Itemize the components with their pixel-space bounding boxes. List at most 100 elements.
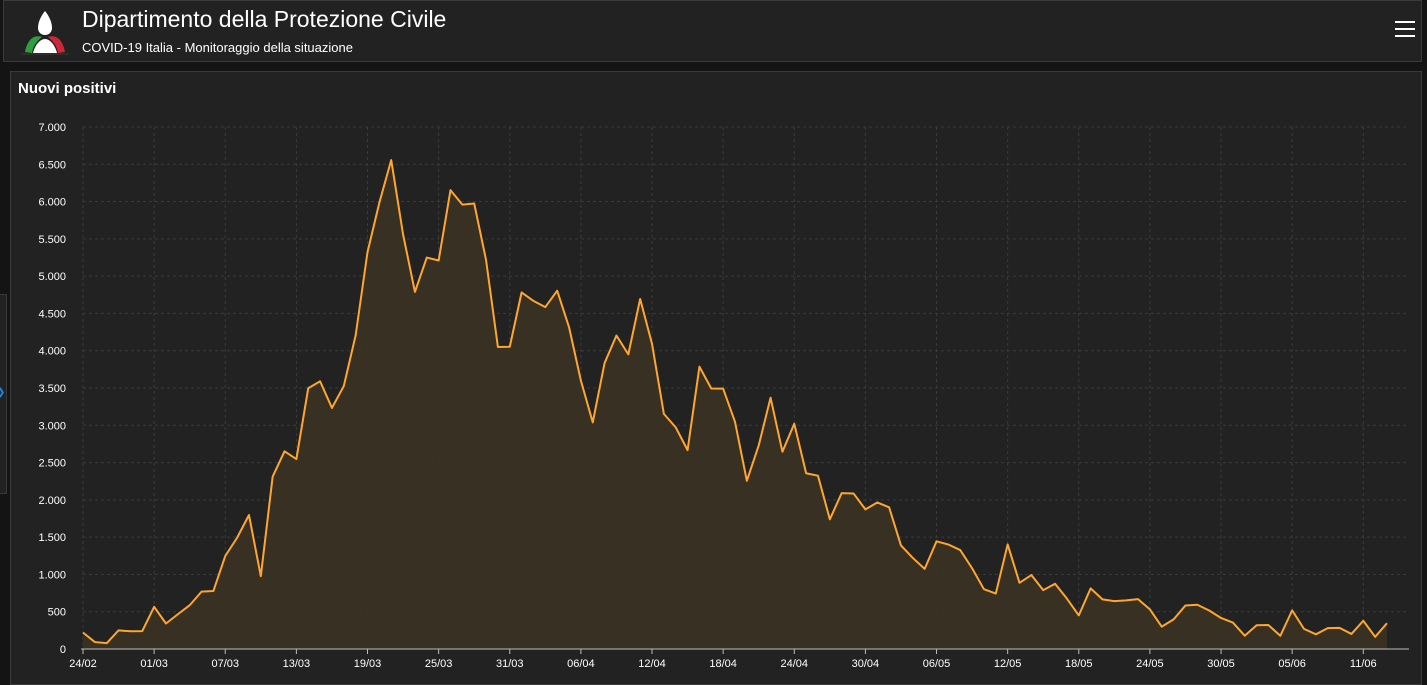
data-point[interactable]	[1325, 626, 1330, 631]
data-point[interactable]	[1029, 573, 1034, 578]
data-point[interactable]	[1136, 597, 1141, 602]
data-point[interactable]	[993, 591, 998, 596]
data-point[interactable]	[887, 505, 892, 510]
data-point[interactable]	[1242, 633, 1247, 638]
data-point[interactable]	[614, 333, 619, 338]
data-point[interactable]	[258, 574, 263, 579]
data-point[interactable]	[1266, 623, 1271, 628]
data-point[interactable]	[1076, 613, 1081, 618]
data-point[interactable]	[1041, 588, 1046, 593]
data-point[interactable]	[958, 548, 963, 553]
data-point[interactable]	[341, 384, 346, 389]
data-point[interactable]	[709, 386, 714, 391]
data-point[interactable]	[484, 257, 489, 262]
data-point[interactable]	[306, 386, 311, 391]
data-point[interactable]	[1219, 615, 1224, 620]
data-point[interactable]	[353, 333, 358, 338]
data-point[interactable]	[1373, 634, 1378, 639]
side-panel-toggle[interactable]: ❯	[0, 294, 7, 494]
data-point[interactable]	[294, 457, 299, 462]
data-point[interactable]	[460, 202, 465, 207]
data-point[interactable]	[223, 554, 228, 559]
data-point[interactable]	[804, 471, 809, 476]
data-point[interactable]	[1053, 581, 1058, 586]
data-point[interactable]	[543, 305, 548, 310]
data-point[interactable]	[448, 188, 453, 193]
data-point[interactable]	[152, 604, 157, 609]
data-point[interactable]	[401, 232, 406, 237]
data-point[interactable]	[768, 395, 773, 400]
data-point[interactable]	[211, 588, 216, 593]
data-point[interactable]	[578, 378, 583, 383]
data-point[interactable]	[1349, 631, 1354, 636]
data-point[interactable]	[922, 566, 927, 571]
data-point[interactable]	[1361, 618, 1366, 623]
data-point[interactable]	[792, 421, 797, 426]
data-point[interactable]	[116, 628, 121, 633]
data-point[interactable]	[638, 296, 643, 301]
data-point[interactable]	[863, 507, 868, 512]
data-point[interactable]	[650, 341, 655, 346]
data-point[interactable]	[756, 443, 761, 448]
data-point[interactable]	[140, 629, 145, 634]
data-point[interactable]	[175, 612, 180, 617]
data-point[interactable]	[163, 621, 168, 626]
data-point[interactable]	[780, 449, 785, 454]
data-point[interactable]	[1385, 621, 1390, 626]
data-point[interactable]	[970, 566, 975, 571]
data-point[interactable]	[946, 542, 951, 547]
data-point[interactable]	[81, 630, 86, 635]
data-point[interactable]	[733, 419, 738, 424]
data-point[interactable]	[436, 258, 441, 263]
data-point[interactable]	[519, 290, 524, 295]
data-point[interactable]	[235, 535, 240, 540]
data-point[interactable]	[744, 478, 749, 483]
data-point[interactable]	[507, 344, 512, 349]
data-point[interactable]	[1100, 597, 1105, 602]
data-point[interactable]	[377, 200, 382, 205]
data-point[interactable]	[199, 589, 204, 594]
data-point[interactable]	[424, 255, 429, 260]
data-point[interactable]	[1313, 632, 1318, 637]
data-point[interactable]	[898, 543, 903, 548]
data-point[interactable]	[282, 449, 287, 454]
data-point[interactable]	[910, 555, 915, 560]
data-point[interactable]	[104, 641, 109, 646]
data-point[interactable]	[128, 629, 133, 634]
data-point[interactable]	[721, 386, 726, 391]
data-point[interactable]	[555, 288, 560, 293]
data-point[interactable]	[318, 379, 323, 384]
data-point[interactable]	[1195, 602, 1200, 607]
data-point[interactable]	[1337, 625, 1342, 630]
data-point[interactable]	[1124, 598, 1129, 603]
data-point[interactable]	[1064, 596, 1069, 601]
data-point[interactable]	[602, 360, 607, 365]
data-point[interactable]	[329, 405, 334, 410]
data-point[interactable]	[1207, 608, 1212, 613]
data-point[interactable]	[92, 640, 97, 645]
data-point[interactable]	[495, 344, 500, 349]
data-point[interactable]	[1183, 603, 1188, 608]
data-point[interactable]	[685, 448, 690, 453]
data-point[interactable]	[697, 364, 702, 369]
data-point[interactable]	[1147, 607, 1152, 612]
data-point[interactable]	[981, 587, 986, 592]
data-point[interactable]	[389, 158, 394, 163]
data-point[interactable]	[1159, 624, 1164, 629]
data-point[interactable]	[839, 491, 844, 496]
data-point[interactable]	[412, 289, 417, 294]
data-point[interactable]	[1254, 623, 1259, 628]
data-point[interactable]	[1278, 633, 1283, 638]
data-point[interactable]	[626, 352, 631, 357]
data-point[interactable]	[567, 325, 572, 330]
data-point[interactable]	[1230, 620, 1235, 625]
data-point[interactable]	[472, 201, 477, 206]
data-point[interactable]	[1017, 580, 1022, 585]
data-point[interactable]	[1088, 586, 1093, 591]
data-point[interactable]	[815, 473, 820, 478]
data-point[interactable]	[1302, 626, 1307, 631]
data-point[interactable]	[1171, 617, 1176, 622]
data-point[interactable]	[661, 411, 666, 416]
hamburger-menu-icon[interactable]	[1395, 21, 1415, 39]
data-point[interactable]	[270, 474, 275, 479]
